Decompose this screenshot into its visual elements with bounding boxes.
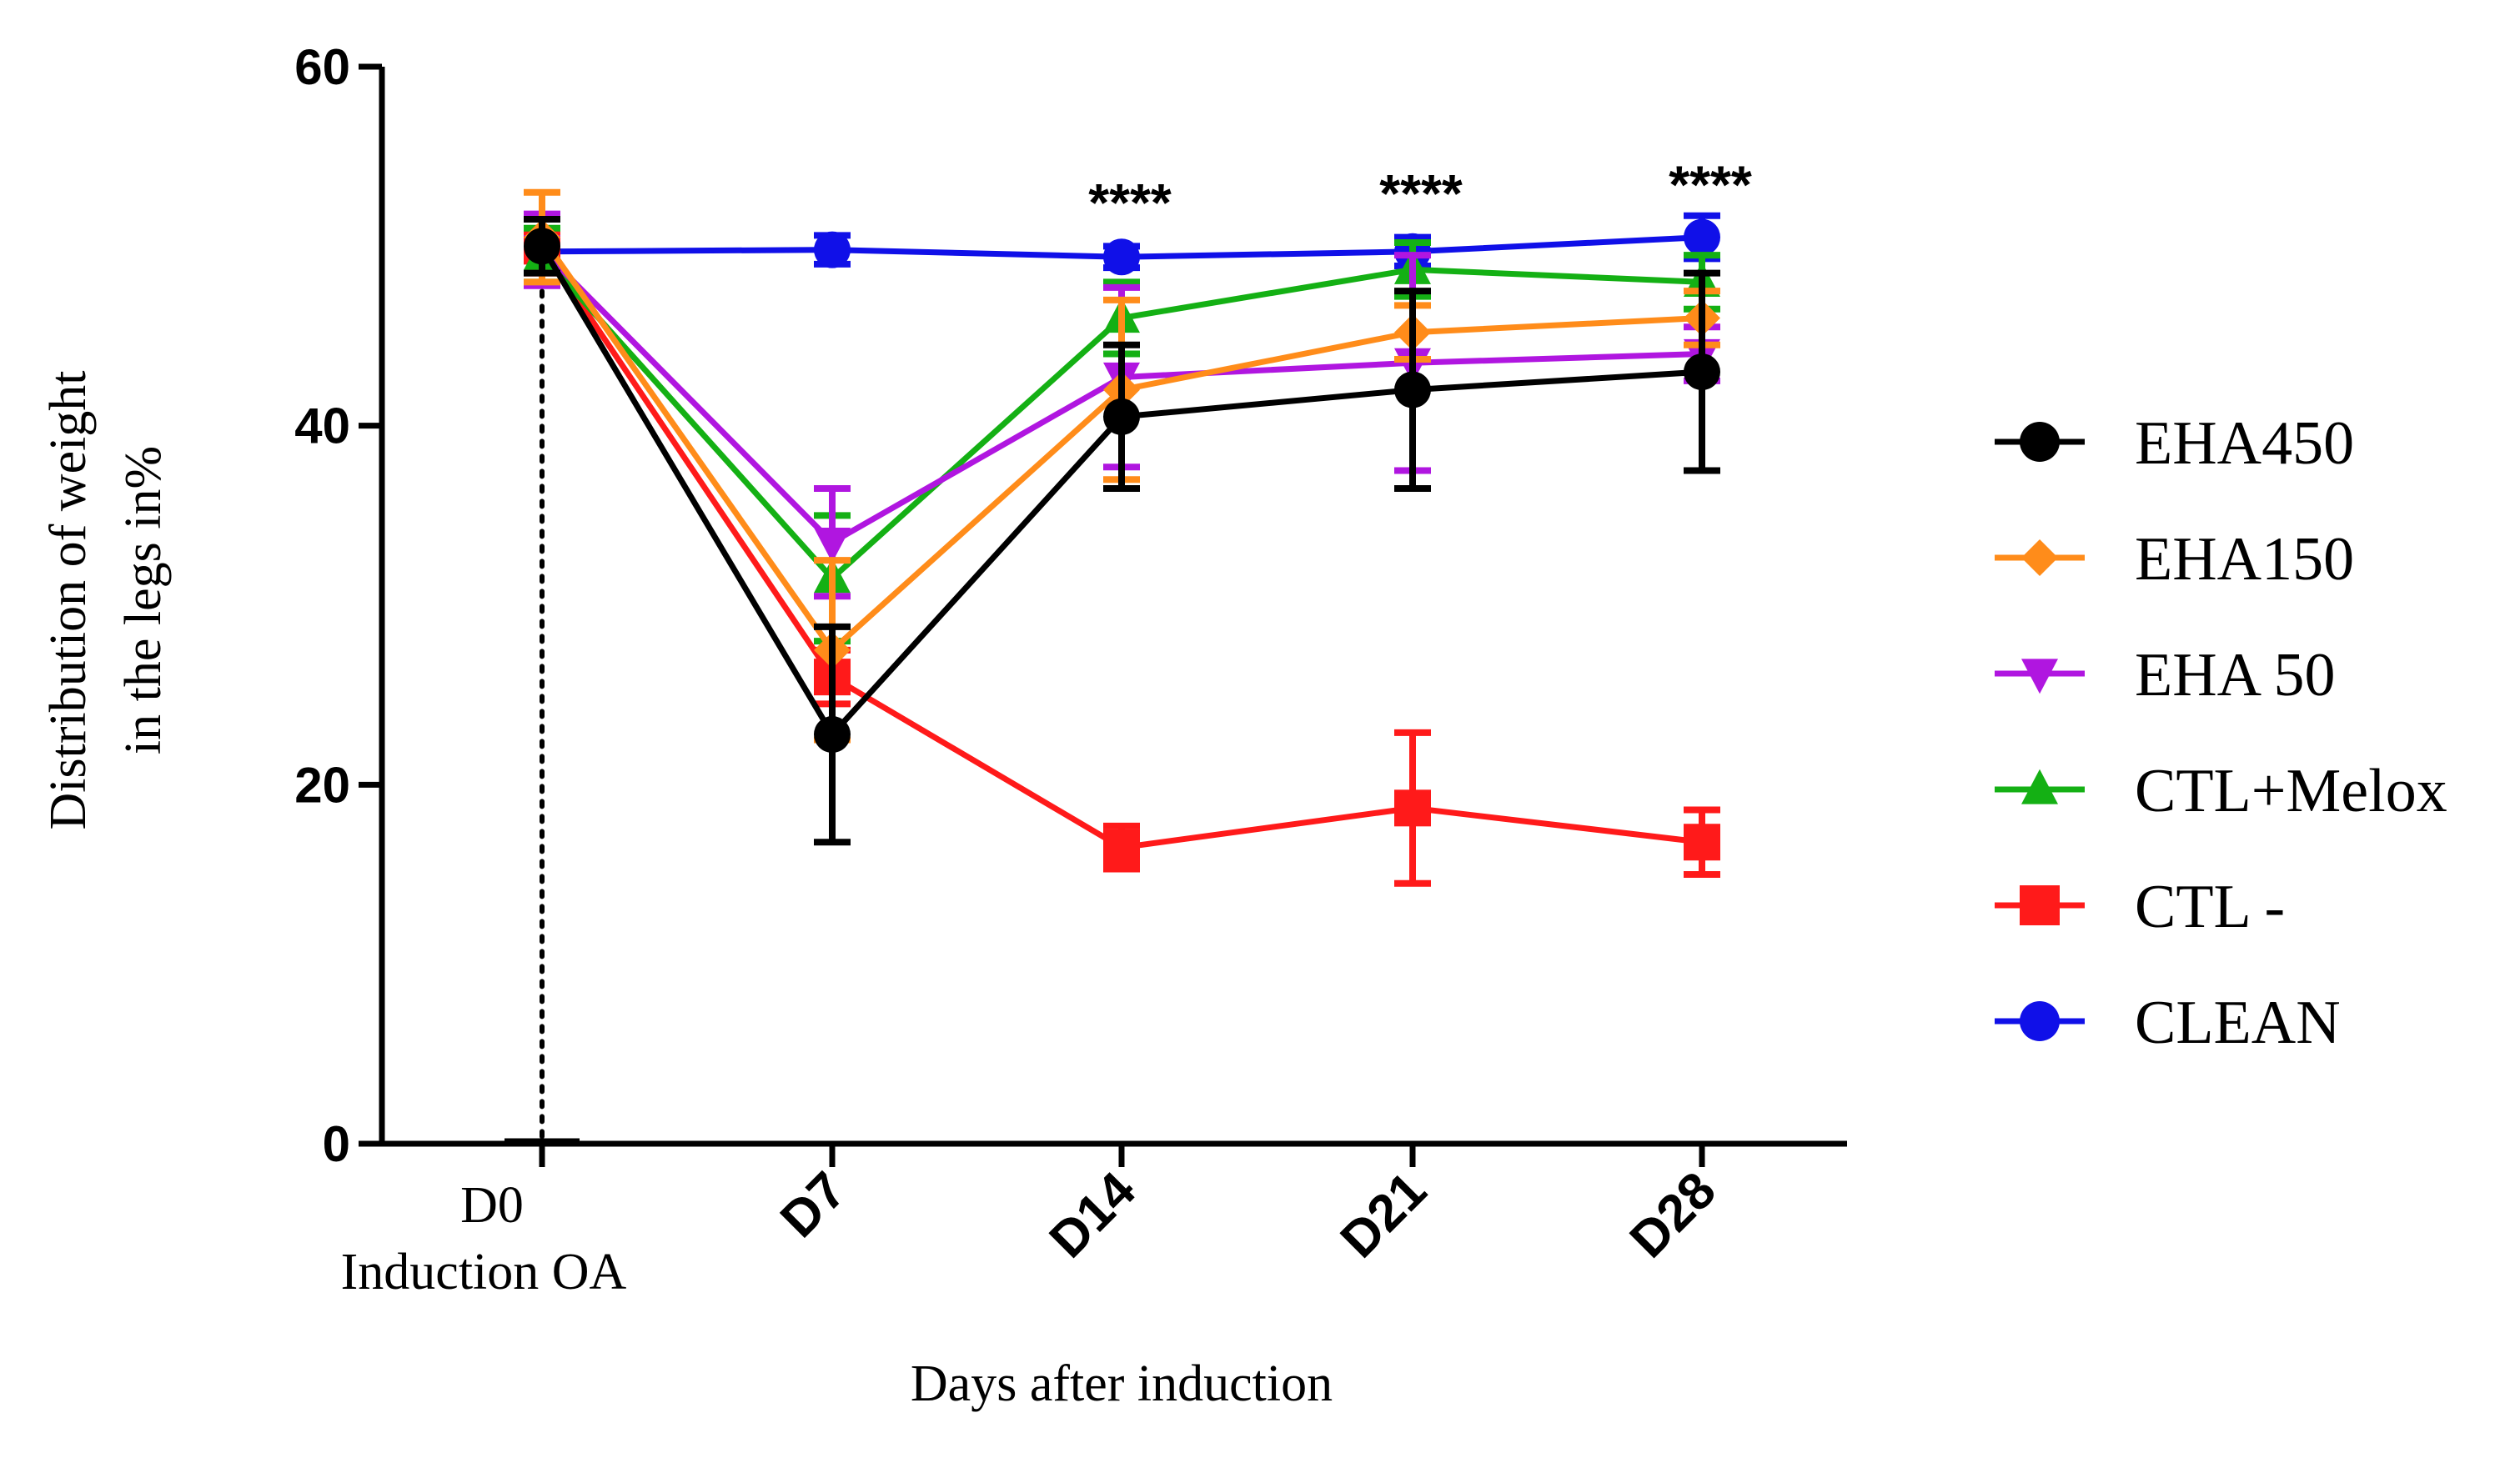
legend-marker [2020,422,2060,462]
legend-label: EHA450 [2135,409,2354,478]
x-tick-label: D14 [1039,1161,1147,1270]
y-axis-title-line: Distribution of weight [40,370,97,829]
x-tick-label: Induction OA [341,1244,627,1300]
data-point [524,228,560,265]
x-tick-label: D0 [460,1177,524,1234]
significance-annotation: **** [1088,173,1172,233]
legend-marker [2020,885,2060,925]
significance-annotation: **** [1379,163,1463,223]
data-point [1394,789,1431,827]
data-point [1103,829,1140,866]
data-point [1103,398,1140,435]
y-axis-title: Distribution of weight in the legs in% [40,370,172,829]
legend-marker [2021,539,2058,576]
legend-label: EHA150 [2135,525,2354,594]
legend-item-clean: CLEAN [1995,989,2341,1057]
data-point [814,528,851,563]
legend-marker [2020,1001,2060,1041]
data-point [1103,238,1140,276]
x-tick-label: D7 [770,1161,857,1249]
legend-item-eha450: EHA450 [1995,409,2354,478]
data-point [1684,824,1720,861]
significance-annotation: **** [1669,154,1752,214]
data-point [814,716,851,754]
data-point [1394,371,1431,408]
data-point [1684,353,1720,391]
legend-label: CTL - [2135,873,2285,941]
legend-label: CLEAN [2135,989,2341,1057]
legend-marker [2021,659,2058,694]
legend-item-eha150: EHA150 [1995,525,2354,594]
legend-marker [2021,769,2058,804]
legend-label: EHA 50 [2135,641,2336,709]
data-point [814,231,851,268]
y-axis-title-line: in the legs in% [115,446,172,754]
y-tick-label: 60 [294,39,350,95]
legend-label: CTL+Melox [2135,757,2447,825]
y-tick-label: 40 [294,398,350,454]
x-tick-label: D21 [1330,1161,1438,1269]
y-tick-label: 0 [323,1116,350,1172]
series-eha450 [524,216,1720,846]
legend-item-eha-50: EHA 50 [1995,641,2336,709]
x-tick-label: D28 [1619,1161,1727,1269]
data-point [1684,218,1720,256]
y-tick-label: 20 [294,757,350,813]
legend-item-ctl-melox: CTL+Melox [1995,757,2447,825]
legend-item-ctl-: CTL - [1995,873,2285,941]
x-axis-title: Days after induction [911,1355,1333,1412]
